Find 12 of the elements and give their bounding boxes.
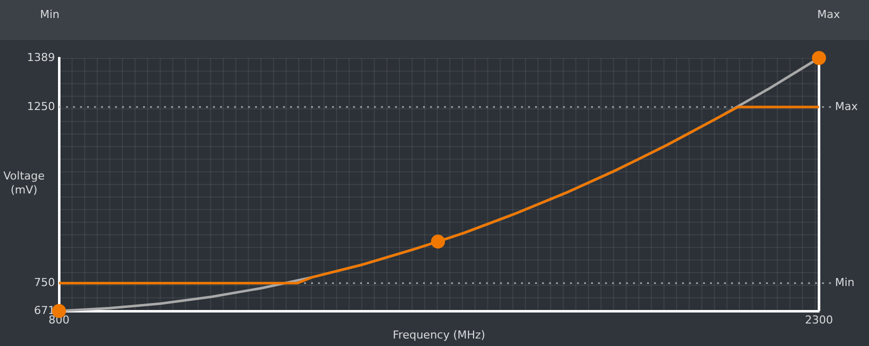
y-tick-label: 1250 bbox=[27, 100, 55, 113]
ref-line-label: Min bbox=[835, 276, 855, 290]
x-axis-title: Frequency (MHz) bbox=[392, 328, 486, 342]
y-axis-title: Voltage (mV) bbox=[3, 169, 45, 196]
text: Min bbox=[40, 8, 60, 21]
point bbox=[812, 51, 826, 65]
ref-line-label: Max bbox=[835, 100, 858, 113]
y-tick-label: 1389 bbox=[27, 50, 55, 64]
y-tick-label: 750 bbox=[34, 276, 55, 290]
point bbox=[430, 234, 445, 249]
x-tick-label: 2300 bbox=[805, 313, 833, 326]
text: Max bbox=[817, 8, 840, 21]
